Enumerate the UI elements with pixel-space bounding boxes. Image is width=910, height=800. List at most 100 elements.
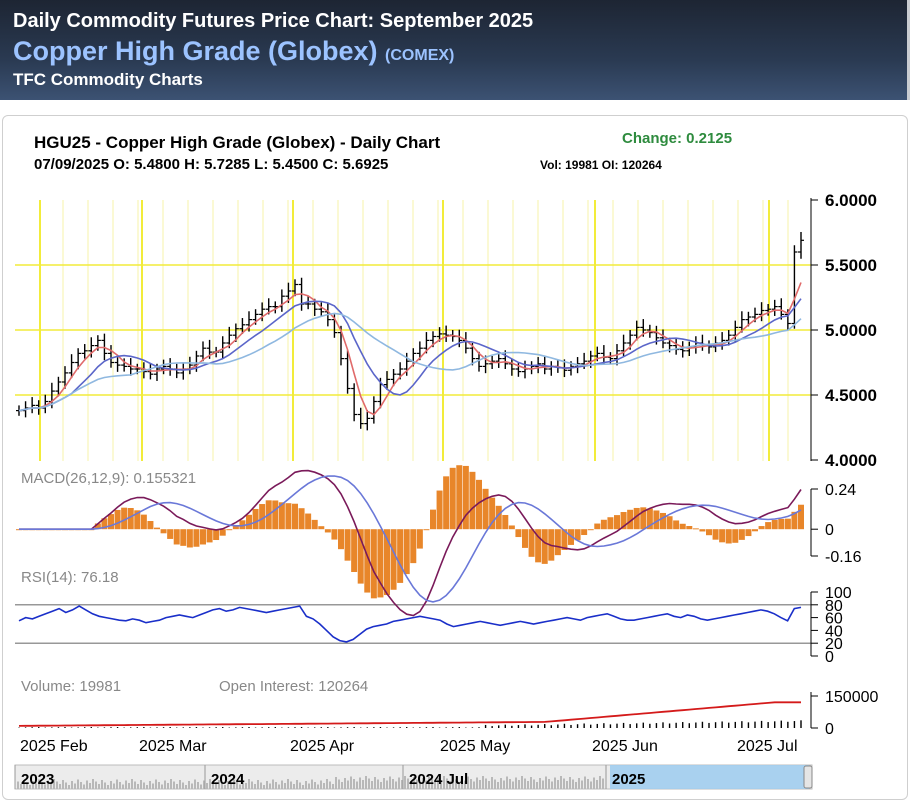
navigator-spark-bar: [305, 781, 307, 789]
navigator-spark-bar: [479, 780, 481, 789]
macd-histogram-bar: [535, 529, 542, 563]
navigator-spark-bar: [557, 780, 559, 789]
banner-commodity-name: Copper High Grade (Globex) (COMEX): [13, 36, 454, 67]
macd-histogram-bar: [627, 509, 634, 530]
macd-histogram-bar: [679, 523, 686, 530]
navigator-spark-bar: [161, 784, 163, 789]
navigator-spark-bar: [590, 781, 592, 789]
navigator-spark-bar: [536, 782, 538, 789]
date-axis-label: 2025 Jun: [592, 738, 658, 755]
navigator-spark-bar: [290, 781, 292, 789]
exchange-name: (COMEX): [385, 47, 455, 64]
navigator-spark-bar: [488, 781, 490, 789]
rsi-tick-label: 40: [825, 623, 843, 640]
navigator-spark-bar: [419, 782, 421, 789]
navigator-spark-bar: [527, 781, 529, 789]
navigator-label: 2025: [612, 771, 645, 788]
navigator-spark-bar: [332, 784, 334, 789]
macd-histogram-bar: [377, 529, 384, 598]
price-tick-label: 4.0000: [825, 451, 877, 470]
navigator-label: 2024: [211, 771, 245, 788]
navigator-spark-bar: [467, 776, 469, 789]
navigator-spark-bar: [395, 781, 397, 789]
navigator-spark-bar: [503, 780, 505, 789]
navigator-spark-bar: [32, 781, 34, 789]
navigator-spark-bar: [554, 777, 556, 789]
navigator-spark-bar: [71, 781, 73, 789]
rsi-tick-label: 100: [825, 585, 852, 602]
macd-histogram-bar: [108, 514, 114, 530]
moving-average-line: [18, 312, 802, 412]
navigator-spark-bar: [512, 781, 514, 789]
navigator-spark-bar: [191, 783, 193, 789]
macd-histogram-bar: [173, 529, 180, 545]
navigator-spark-bar: [269, 783, 271, 789]
macd-histogram-bar: [778, 518, 785, 530]
macd-histogram-bar: [633, 507, 640, 530]
price-tick-label: 5.0000: [825, 321, 877, 340]
date-axis-label: 2025 Mar: [139, 738, 207, 755]
navigator-spark-bar: [545, 776, 547, 789]
navigator-spark-bar: [377, 779, 379, 789]
macd-histogram-bar: [232, 525, 239, 530]
macd-histogram-bar: [482, 488, 489, 530]
macd-histogram-bar: [495, 505, 502, 530]
macd-histogram-bar: [489, 497, 496, 530]
time-navigator[interactable]: 2023 2024 2024 Jul 2025: [14, 764, 813, 790]
macd-histogram-bar: [292, 503, 298, 530]
macd-histogram-bar: [614, 515, 620, 530]
macd-histogram-bar: [305, 513, 312, 530]
navigator-spark-bar: [77, 779, 79, 789]
navigator-spark-bar: [581, 780, 583, 789]
navigator-spark-bar: [233, 779, 235, 789]
macd-histogram-bar: [449, 467, 456, 530]
rsi-tick-label: 20: [825, 636, 843, 653]
price-chart[interactable]: HGU25 - Copper High Grade (Globex) - Dai…: [3, 116, 907, 799]
navigator-spark-bar: [56, 781, 58, 789]
navigator-spark-bar: [257, 780, 259, 789]
date-axis-label: 2025 May: [440, 738, 510, 755]
navigator-spark-bar: [347, 780, 349, 789]
rsi-label: RSI(14): 76.18: [21, 569, 119, 586]
macd-histogram-bar: [528, 529, 535, 557]
navigator-spark-bar: [185, 785, 187, 789]
navigator-label: 2023: [21, 771, 54, 788]
macd-histogram-bar: [600, 519, 607, 530]
navigator-spark-bar: [398, 777, 400, 789]
navigator-spark-bar: [299, 782, 301, 789]
navigator-spark-bar: [365, 776, 367, 789]
navigator-spark-bar: [329, 781, 331, 789]
axis-layer: 6.0000 5.5000 5.0000 4.5000 4.0000 0.24 0 -0.16…: [20, 191, 878, 755]
navigator-spark-bar: [137, 784, 139, 789]
macd-histogram-bar: [784, 518, 791, 530]
navigator-spark-bar: [473, 781, 475, 789]
macd-histogram-bar: [561, 529, 568, 550]
macd-histogram-bar: [673, 520, 680, 530]
macd-histogram-bar: [147, 521, 154, 530]
navigator-spark-bar: [404, 776, 406, 789]
macd-histogram-bar: [324, 529, 331, 533]
rsi-line: [18, 605, 802, 643]
navigator-spark-bar: [539, 778, 541, 789]
navigator-spark-bar: [476, 777, 478, 789]
macd-histogram-bar: [167, 529, 174, 539]
date-axis-label: 2025 Apr: [290, 738, 355, 755]
macd-histogram-bar: [213, 529, 220, 541]
macd-histogram-bar: [272, 500, 279, 530]
navigator-spark-bar: [101, 780, 103, 789]
navigator-spark-bar: [509, 779, 511, 789]
navigator-spark-bar: [563, 778, 565, 789]
macd-histogram-bar: [206, 529, 213, 543]
navigator-spark-bar: [260, 782, 262, 789]
navigator-spark-bar: [134, 781, 136, 789]
navigator-spark-bar: [203, 780, 205, 789]
navigator-spark-bar: [239, 784, 241, 789]
change-label: Change: 0.2125: [622, 130, 732, 147]
navigator-spark-bar: [308, 783, 310, 789]
navigator-spark-bar: [326, 779, 328, 789]
navigator-spark-bar: [167, 783, 169, 789]
navigator-spark-bar: [23, 780, 25, 789]
navigator-spark-bar: [425, 780, 427, 789]
macd-histogram-bar: [357, 529, 364, 584]
navigator-spark-bar: [29, 785, 31, 789]
